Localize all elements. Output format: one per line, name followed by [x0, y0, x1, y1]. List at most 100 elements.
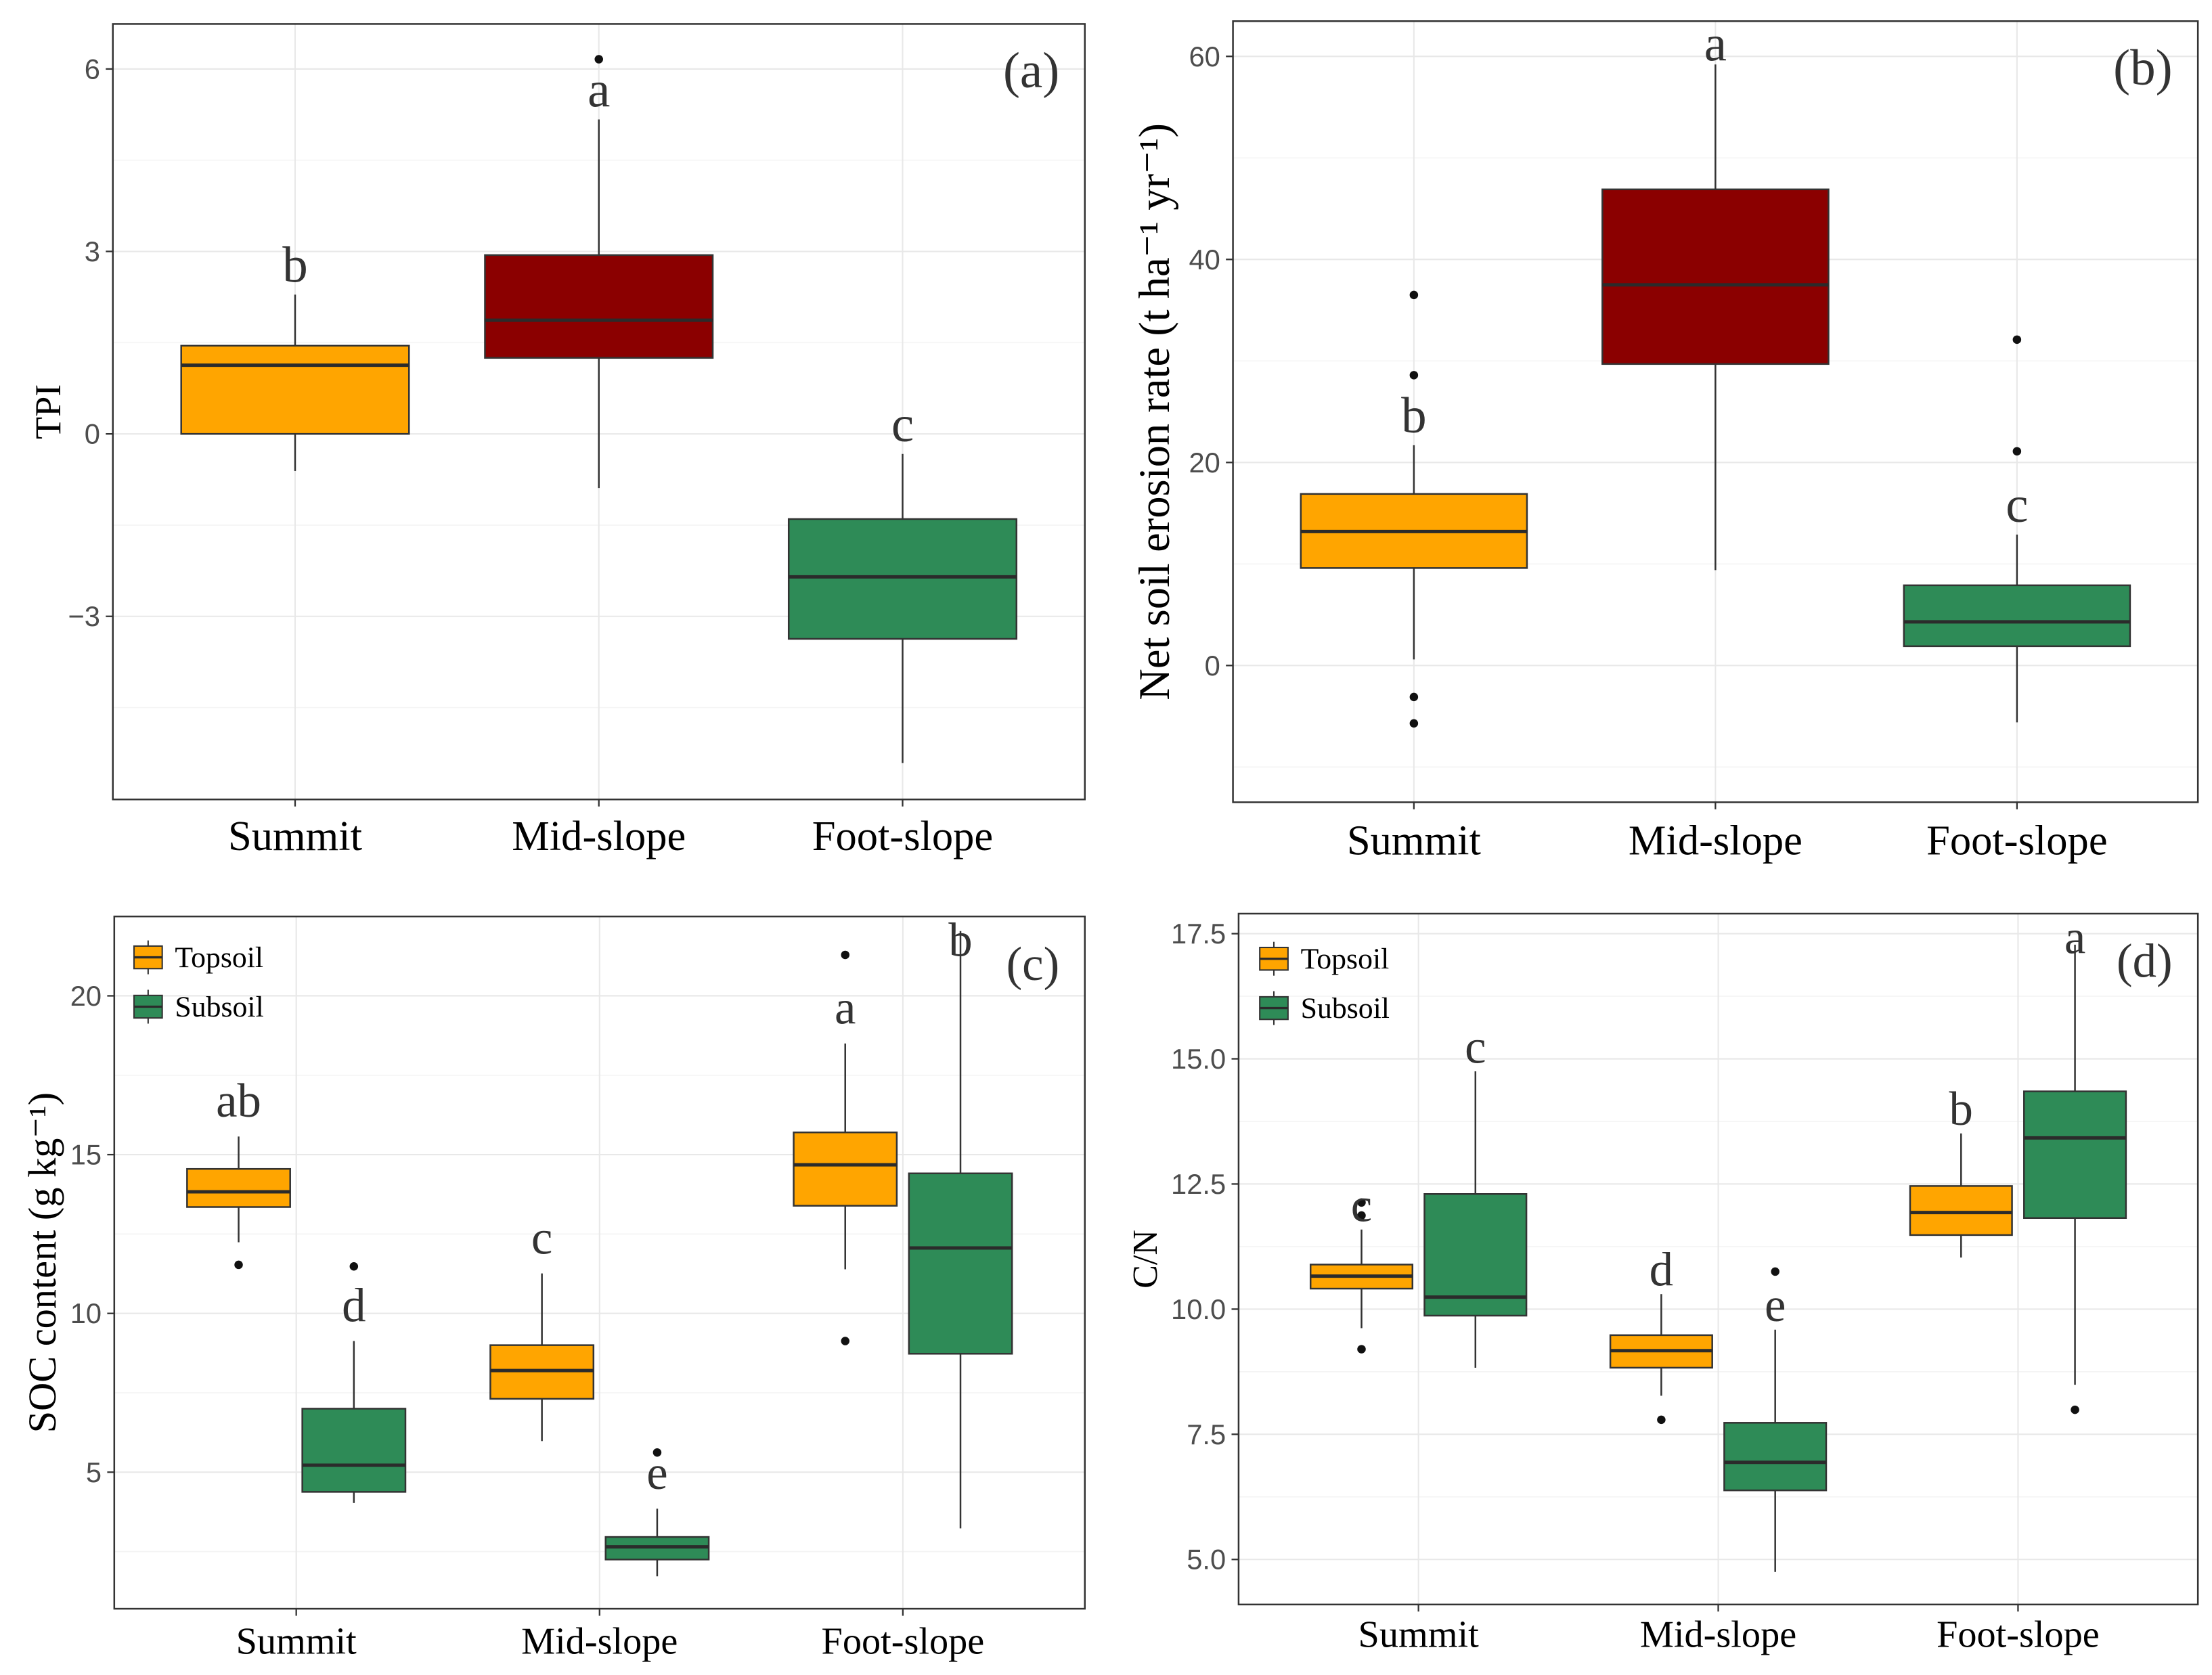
outlier-point — [594, 55, 603, 64]
outlier-point — [1409, 371, 1419, 380]
significance-letter: ab — [216, 1075, 261, 1127]
box-mid-slope: a — [1601, 16, 1830, 571]
series-subsoil: c e a — [1423, 911, 2127, 1572]
y-tick-label: 7.5 — [1187, 1419, 1226, 1450]
outlier-point — [234, 1260, 243, 1270]
x-tick-label-foot-slope: Foot-slope — [822, 1621, 985, 1663]
x-tick-label-mid-slope: Mid-slope — [1640, 1613, 1796, 1655]
y-axis-title: TPI — [28, 384, 68, 439]
box-iqr — [186, 1167, 291, 1208]
legend-item-subsoil: Subsoil — [133, 989, 264, 1024]
panel-label: (c) — [1007, 938, 1060, 991]
box-iqr — [787, 518, 1018, 640]
box-foot-slope: a — [793, 950, 898, 1345]
series-topsoil: ab c a — [186, 950, 898, 1442]
significance-letter: c — [531, 1211, 552, 1264]
legend-label: Topsoil — [175, 941, 263, 974]
x-tick-label-mid-slope: Mid-slope — [512, 812, 686, 859]
outlier-point — [1357, 1211, 1366, 1220]
y-tick-label: 3 — [85, 236, 100, 267]
series-main: b a c — [180, 55, 1018, 763]
gridlines — [114, 916, 1085, 1609]
significance-letter: a — [2064, 911, 2085, 964]
y-tick-label: 10 — [70, 1297, 102, 1329]
box-summit: b — [180, 238, 410, 471]
legend: Topsoil Subsoil — [133, 940, 264, 1024]
outlier-point — [652, 1448, 662, 1457]
outlier-point — [1771, 1267, 1779, 1276]
series-main: b a c — [1300, 16, 2131, 728]
box-mid-slope: d — [1609, 1244, 1713, 1425]
box-summit: ab — [186, 1075, 291, 1270]
box-iqr — [2023, 1090, 2127, 1220]
significance-letter: a — [835, 982, 856, 1035]
box-summit: b — [1300, 290, 1528, 728]
significance-letter: d — [342, 1279, 366, 1332]
y-axis: 17.5 15.0 12.5 10.0 7.5 5.0 C/N — [1126, 918, 1239, 1576]
significance-letter: b — [1401, 388, 1427, 444]
box-iqr — [180, 344, 410, 435]
x-tick-label-summit: Summit — [236, 1621, 357, 1663]
y-axis: 60 40 20 0 Net soil erosion rate (t ha⁻¹ yr⁻… — [1130, 41, 1233, 700]
legend-label: Topsoil — [1301, 943, 1390, 975]
outlier-point — [1409, 692, 1419, 702]
box-iqr — [1423, 1193, 1528, 1317]
significance-letter: b — [282, 238, 308, 294]
box-iqr — [1723, 1422, 1828, 1492]
box-foot-slope: c — [787, 397, 1018, 763]
x-axis: Summit Mid-slope Foot-slope — [1347, 802, 2108, 864]
box-foot-slope: c — [1903, 335, 2131, 723]
y-tick-label: 10.0 — [1171, 1293, 1226, 1325]
y-tick-label: 15.0 — [1171, 1043, 1226, 1075]
panel-label: (a) — [1003, 43, 1059, 99]
outlier-point — [841, 1337, 849, 1345]
box-iqr — [793, 1131, 898, 1207]
panel-a: b a c 6 3 0 −3 TPI Summit Mid-slope Foot-slope (a) — [28, 23, 1086, 859]
y-tick-label: 20 — [70, 980, 102, 1012]
significance-letter: c — [891, 397, 914, 453]
y-tick-label: 60 — [1189, 41, 1220, 72]
panel-b: b a c 60 40 20 0 Net soil erosion rate (t ha⁻¹ … — [1130, 16, 2199, 864]
x-tick-label-summit: Summit — [1358, 1613, 1480, 1655]
box-summit: c — [1423, 1021, 1528, 1368]
y-tick-label: 40 — [1189, 244, 1220, 275]
outlier-point — [841, 950, 849, 960]
outlier-point — [2012, 447, 2022, 456]
outlier-point — [1357, 1198, 1366, 1207]
y-tick-label: 5 — [86, 1456, 102, 1488]
y-axis: 20 15 10 5 SOC content (g kg⁻¹) — [20, 980, 114, 1488]
significance-letter: d — [1650, 1244, 1673, 1297]
significance-letter: c — [2006, 477, 2028, 533]
box-summit: d — [301, 1262, 407, 1503]
significance-letter: c — [1351, 1179, 1372, 1232]
box-mid-slope: c — [489, 1211, 595, 1442]
box-mid-slope: a — [484, 55, 714, 489]
y-tick-label: −3 — [68, 600, 100, 632]
outlier-point — [1409, 290, 1419, 300]
outlier-point — [2071, 1405, 2079, 1414]
y-axis-title: Net soil erosion rate (t ha⁻¹ yr⁻¹) — [1130, 123, 1179, 700]
significance-letter: c — [1465, 1021, 1486, 1074]
legend: Topsoil Subsoil — [1259, 941, 1390, 1025]
series-topsoil: c d b — [1309, 1083, 2013, 1425]
x-tick-label-summit: Summit — [1347, 817, 1481, 864]
x-axis: Summit Mid-slope Foot-slope — [228, 799, 993, 859]
significance-letter: a — [588, 62, 610, 118]
box-mid-slope: e — [1723, 1267, 1828, 1572]
box-iqr — [301, 1408, 407, 1493]
y-axis-title: C/N — [1126, 1230, 1165, 1289]
x-tick-label-foot-slope: Foot-slope — [1926, 817, 2107, 864]
x-axis: Summit Mid-slope Foot-slope — [236, 1609, 985, 1663]
box-summit: c — [1309, 1179, 1414, 1354]
y-tick-label: 17.5 — [1171, 918, 1226, 950]
panel-d: c d b c e a 17.5 15.0 12.5 10.0 7.5 5.0 C/N Summit Mid… — [1126, 911, 2199, 1655]
box-iqr — [1903, 584, 2131, 648]
y-tick-label: 6 — [85, 53, 100, 85]
legend-item-topsoil: Topsoil — [133, 940, 263, 975]
significance-letter: a — [1704, 16, 1727, 72]
significance-letter: b — [948, 914, 972, 967]
box-mid-slope: e — [604, 1447, 710, 1577]
x-tick-label-mid-slope: Mid-slope — [521, 1621, 678, 1663]
y-tick-label: 5.0 — [1187, 1544, 1226, 1576]
y-tick-label: 0 — [85, 418, 100, 450]
